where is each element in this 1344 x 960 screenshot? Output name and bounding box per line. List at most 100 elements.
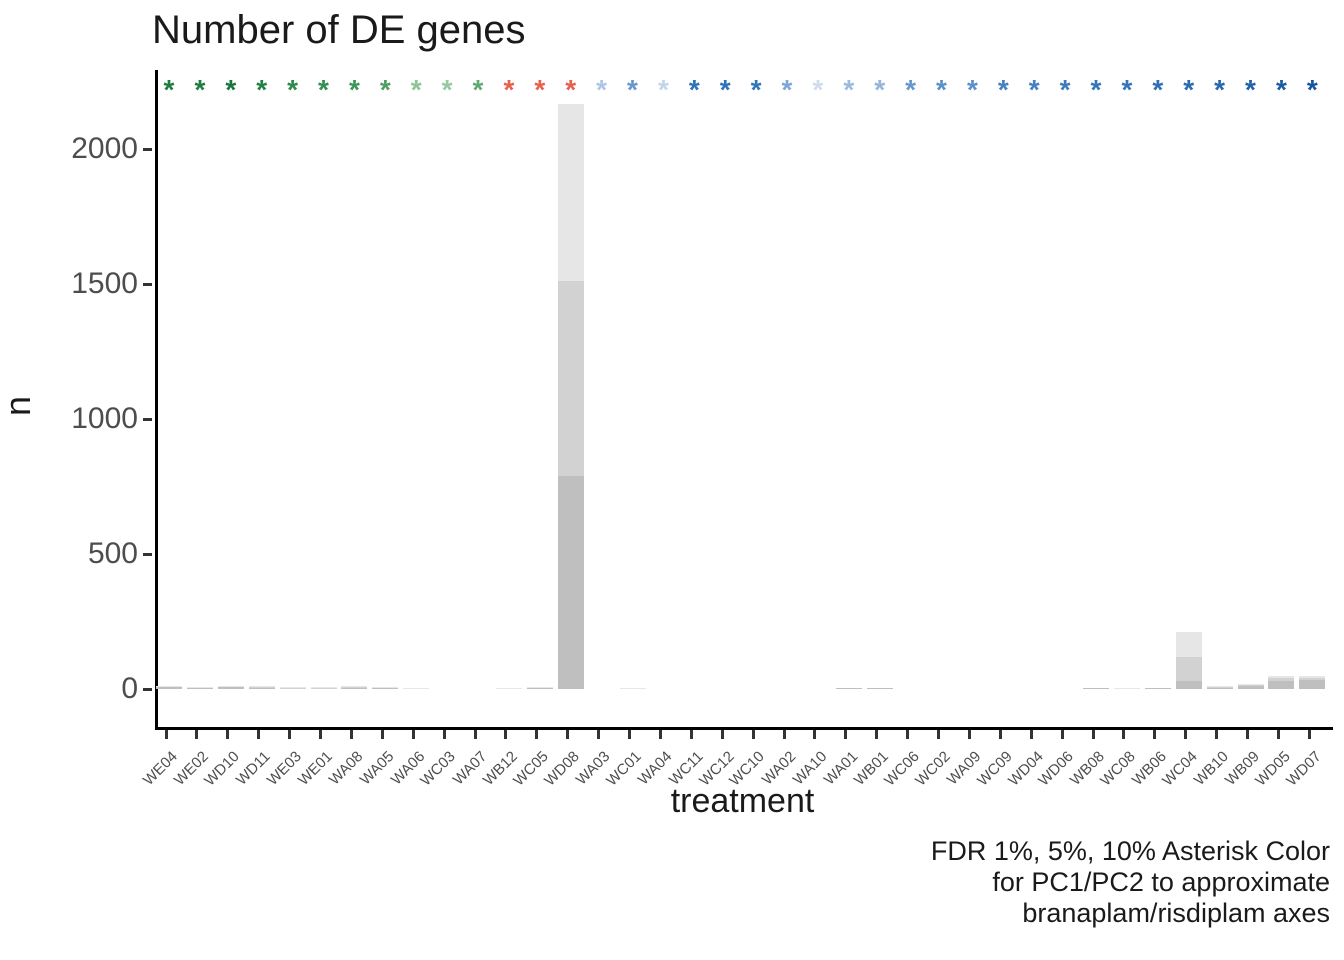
bar-segment-fdr1: [1144, 688, 1171, 689]
significance-asterisk-wd08: *: [565, 74, 577, 105]
bar-wd05: [1268, 70, 1295, 727]
y-tick-label: 1000: [71, 402, 138, 435]
bar-segment-fdr10: [619, 687, 646, 689]
bar-segment-fdr10: [279, 687, 306, 688]
significance-asterisk-we03: *: [287, 74, 299, 105]
bar-segment-fdr1: [1299, 679, 1326, 689]
x-tick-mark: [937, 730, 940, 739]
significance-asterisk-wd04: *: [1028, 74, 1040, 105]
bar-we01: [310, 70, 337, 727]
bar-wc05: [526, 70, 553, 727]
bar-segment-fdr10: [1268, 675, 1295, 679]
bar-wd04: [1021, 70, 1047, 727]
bar-wc10: [743, 70, 769, 727]
x-tick-mark: [473, 730, 477, 739]
bar-wc09: [990, 70, 1016, 727]
bar-segment-fdr1: [310, 688, 337, 689]
bar-segment-fdr10: [217, 685, 244, 687]
bar-wc03: [434, 70, 460, 727]
bar-wa03: [589, 70, 615, 727]
significance-asterisk-wd11: *: [256, 74, 268, 105]
y-tick-label: 1500: [71, 267, 138, 300]
x-tick-mark: [257, 730, 261, 739]
bar-wa10: [805, 70, 831, 727]
bar-segment-fdr1: [248, 687, 275, 689]
bar-we02: [186, 70, 213, 727]
bar-segment-fdr10: [156, 685, 182, 687]
bar-segment-fdr10: [372, 686, 399, 688]
bar-segment-fdr1: [1268, 680, 1295, 689]
bar-wc08: [1113, 70, 1140, 727]
significance-asterisk-wb01: *: [874, 74, 886, 105]
x-tick-mark: [720, 730, 724, 739]
significance-asterisk-we02: *: [194, 74, 206, 105]
bar-segment-fdr10: [1113, 687, 1140, 689]
x-tick-mark: [844, 730, 848, 739]
bar-wd11: [248, 70, 275, 727]
significance-asterisk-wc04: *: [1183, 74, 1195, 105]
y-tick-mark: [143, 147, 152, 151]
x-tick-mark: [566, 730, 570, 739]
bar-segment-fdr5: [1175, 656, 1202, 681]
bar-wc11: [681, 70, 707, 727]
bar-segment-fdr5: [1299, 678, 1326, 680]
bar-we03: [279, 70, 306, 727]
significance-asterisk-wb08: *: [1090, 74, 1102, 105]
bar-segment-fdr5: [526, 687, 553, 688]
bar-wa01: [835, 70, 862, 727]
x-tick-mark: [442, 730, 446, 739]
bar-segment-fdr1: [557, 475, 584, 689]
bar-segment-fdr1: [1206, 687, 1233, 689]
x-tick-mark: [411, 730, 415, 739]
significance-asterisk-wa08: *: [348, 74, 360, 105]
significance-asterisk-wd07: *: [1306, 74, 1318, 105]
caption-line-2: for PC1/PC2 to approximate: [992, 867, 1330, 897]
bar-wd08: [557, 70, 584, 727]
bar-segment-fdr10: [1175, 632, 1202, 657]
caption: FDR 1%, 5%, 10% Asterisk Color for PC1/P…: [330, 836, 1330, 929]
bar-wd06: [1052, 70, 1078, 727]
significance-asterisk-wb09: *: [1245, 74, 1256, 105]
bar-wd10: [217, 70, 244, 727]
bar-segment-fdr10: [248, 686, 275, 687]
significance-asterisk-wa05: *: [379, 74, 391, 105]
x-tick-mark: [658, 730, 662, 739]
bar-segment-fdr1: [217, 686, 244, 689]
bar-segment-fdr10: [1299, 676, 1326, 679]
x-tick-mark: [1246, 730, 1249, 739]
bar-segment-fdr1: [186, 687, 213, 689]
bar-segment-fdr5: [1237, 684, 1264, 686]
bar-segment-fdr5: [557, 281, 584, 476]
bar-wa02: [774, 70, 800, 727]
bar-segment-fdr10: [557, 104, 584, 282]
bar-segment-fdr10: [403, 687, 430, 689]
x-tick-mark: [998, 730, 1002, 739]
bar-segment-fdr5: [156, 686, 182, 687]
bar-segment-fdr10: [495, 687, 522, 689]
bar-segment-fdr5: [372, 687, 399, 688]
bar-segment-fdr1: [156, 686, 182, 689]
bar-wc02: [929, 70, 955, 727]
x-tick-mark: [319, 730, 322, 739]
x-axis-title: treatment: [670, 782, 815, 820]
x-tick-mark: [1307, 730, 1311, 739]
bar-wc06: [898, 70, 924, 727]
bar-segment-fdr1: [341, 687, 368, 689]
significance-asterisk-wa07: *: [472, 74, 484, 105]
bar-wc12: [712, 70, 738, 727]
bar-segment-fdr10: [526, 686, 553, 688]
significance-asterisk-we04: *: [163, 74, 175, 105]
y-tick-label: 0: [121, 672, 138, 705]
x-tick-mark: [782, 730, 786, 739]
x-tick-mark: [380, 730, 384, 739]
bar-segment-fdr5: [248, 686, 275, 688]
significance-asterisk-wb06: *: [1152, 74, 1164, 105]
significance-asterisk-wc01: *: [627, 74, 638, 105]
y-tick-mark: [143, 552, 152, 556]
significance-asterisk-wa01: *: [843, 74, 855, 105]
significance-asterisk-wa04: *: [657, 74, 669, 105]
bar-segment-fdr1: [279, 688, 306, 689]
x-tick-mark: [906, 730, 910, 739]
x-tick-mark: [813, 730, 817, 739]
x-tick-mark: [875, 730, 879, 739]
